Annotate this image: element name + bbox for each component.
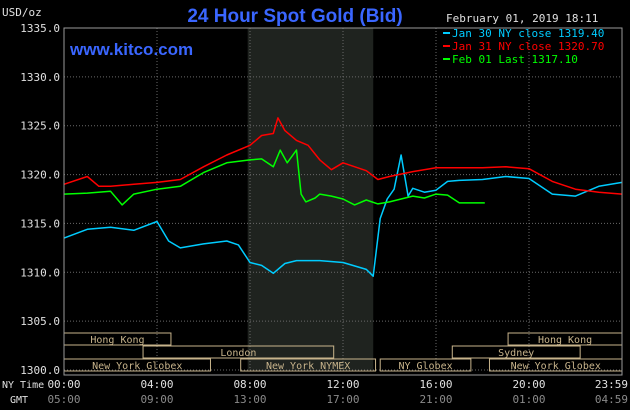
session-label: Hong Kong xyxy=(90,335,144,346)
session-label: Sydney xyxy=(498,348,534,359)
x-tick-ny-label: 08:00 xyxy=(233,378,266,391)
legend-label-feb01: Feb 01 Last 1317.10 xyxy=(452,53,578,66)
series-line-jan-31 xyxy=(63,117,623,195)
plot-border xyxy=(63,27,623,376)
x-axis-gmt-label: GMT xyxy=(10,395,28,406)
x-axis-ticks: 00:00 05:00 04:00 09:00 08:00 13:00 12:00 17:00… xyxy=(47,378,628,406)
session-label: New York Globex xyxy=(92,361,182,372)
watermark: www.kitco.com xyxy=(69,40,193,59)
y-tick-label: 1335.0 xyxy=(20,22,60,35)
session-box xyxy=(142,345,335,359)
x-tick-gmt-label: 05:00 xyxy=(47,393,80,406)
legend-label-jan30: Jan 30 NY close 1319.40 xyxy=(452,27,604,40)
series-line-feb-01 xyxy=(63,149,485,206)
session-label: London xyxy=(220,348,256,359)
x-tick-gmt-label: 04:59 xyxy=(595,393,628,406)
session-label: Hong Kong xyxy=(538,335,592,346)
x-tick-gmt-label: 17:00 xyxy=(326,393,359,406)
x-tick-gmt-label: 21:00 xyxy=(419,393,452,406)
y-tick-label: 1330.0 xyxy=(20,71,60,84)
highlight-band xyxy=(247,28,374,370)
market-sessions: Hong Kong Hong Kong London Sydney New York G… xyxy=(63,332,623,372)
x-tick-ny-label: 23:59 xyxy=(595,378,628,391)
session-box xyxy=(240,358,377,372)
x-tick-gmt-label: 13:00 xyxy=(233,393,266,406)
x-tick-ny-label: 16:00 xyxy=(419,378,452,391)
session-label: New York Globex xyxy=(511,361,601,372)
y-axis-ticks: 1300.0 1305.0 1310.0 1315.0 1320.0 1325.0 1330… xyxy=(20,22,60,377)
x-tick-ny-label: 12:00 xyxy=(326,378,359,391)
x-tick-gmt-label: 01:00 xyxy=(512,393,545,406)
legend-label-jan31: Jan 31 NY close 1320.70 xyxy=(452,40,604,53)
session-label: NY Globex xyxy=(398,361,452,372)
y-tick-label: 1320.0 xyxy=(20,169,60,182)
price-lines xyxy=(63,117,623,277)
y-tick-label: 1300.0 xyxy=(20,364,60,377)
x-tick-ny-label: 20:00 xyxy=(512,378,545,391)
chart-title: 24 Hour Spot Gold (Bid) xyxy=(187,6,402,27)
y-tick-label: 1305.0 xyxy=(20,315,60,328)
y-tick-label: 1310.0 xyxy=(20,266,60,279)
date-label: February 01, 2019 18:11 xyxy=(446,12,598,25)
legend: Jan 30 NY close 1319.40 Jan 31 NY close … xyxy=(443,27,604,66)
x-tick-ny-label: 00:00 xyxy=(47,378,80,391)
x-axis-ny-label: NY Time xyxy=(2,380,44,391)
series-line-jan-30 xyxy=(63,154,623,277)
x-tick-gmt-label: 09:00 xyxy=(140,393,173,406)
session-box xyxy=(379,358,472,372)
session-label: New York NYMEX xyxy=(266,361,350,372)
y-tick-label: 1325.0 xyxy=(20,120,60,133)
x-tick-ny-label: 04:00 xyxy=(140,378,173,391)
session-box xyxy=(451,345,581,359)
y-tick-label: 1315.0 xyxy=(20,217,60,230)
y-axis-label: USD/oz xyxy=(2,6,42,19)
